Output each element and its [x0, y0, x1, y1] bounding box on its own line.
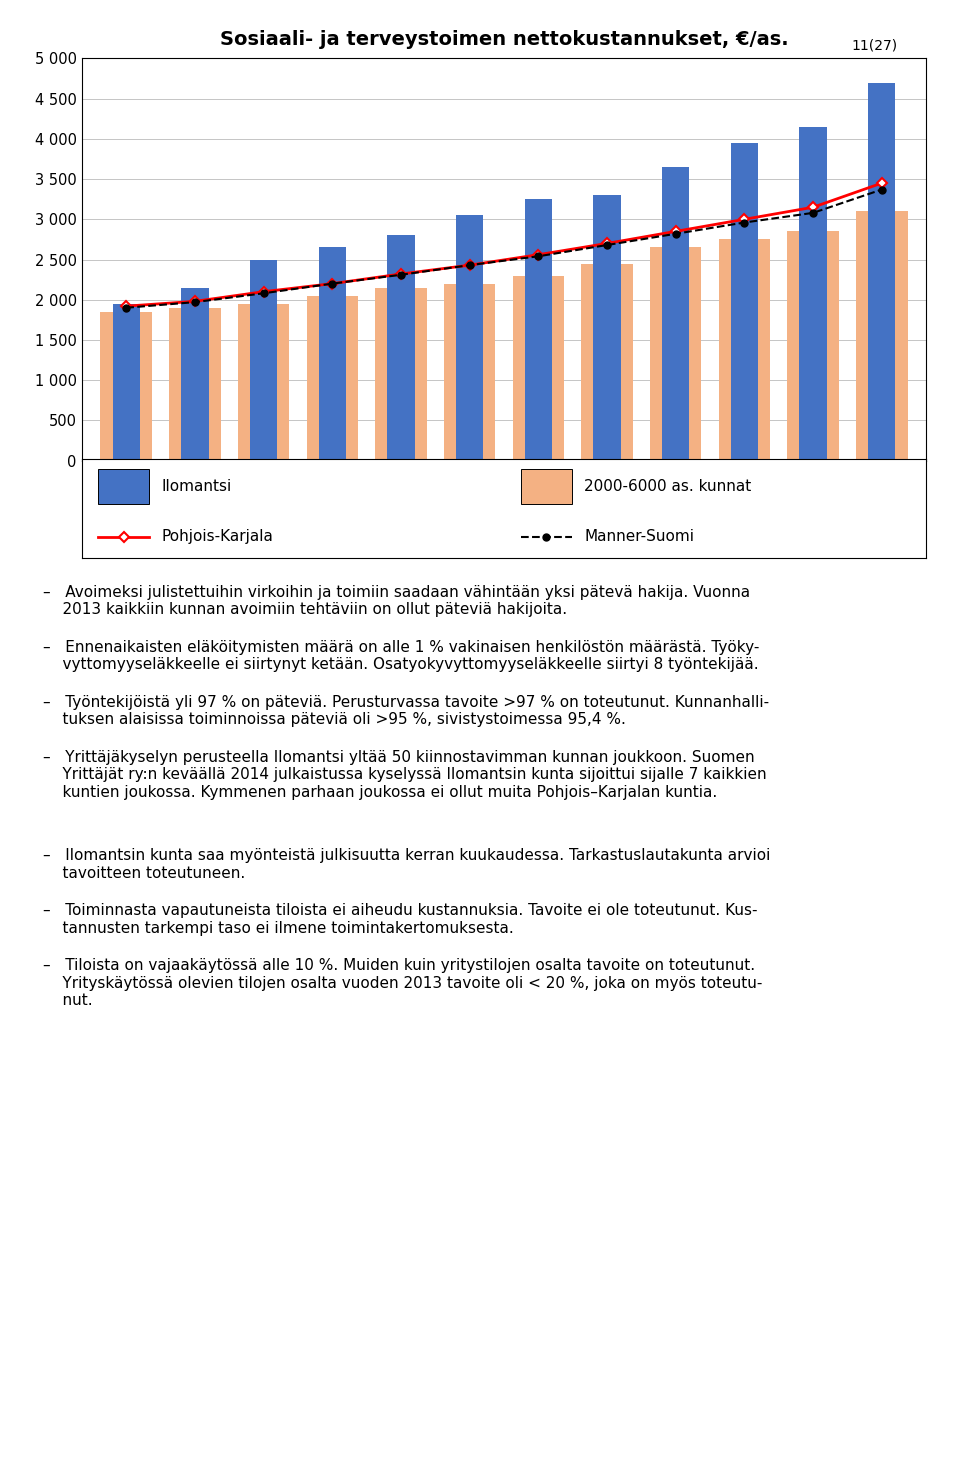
Text: –   Toiminnasta vapautuneista tiloista ei aiheudu kustannuksia. Tavoite ei ole t: – Toiminnasta vapautuneista tiloista ei … [43, 904, 757, 936]
Bar [513, 275, 564, 461]
Bar [375, 288, 427, 461]
Bar [581, 263, 633, 461]
Text: Ilomantsi: Ilomantsi [162, 480, 232, 494]
Bar [868, 82, 896, 461]
Bar [387, 235, 415, 461]
Text: –   Yrittäjäkyselyn perusteella Ilomantsi yltää 50 kiinnostavimman kunnan joukko: – Yrittäjäkyselyn perusteella Ilomantsi … [43, 750, 767, 800]
Bar [521, 469, 571, 504]
Bar [319, 247, 346, 461]
Bar [238, 304, 289, 461]
Bar [731, 143, 758, 461]
Title: Sosiaali- ja terveystoimen nettokustannukset, €/as.: Sosiaali- ja terveystoimen nettokustannu… [220, 29, 788, 48]
Text: –   Ennenaikaisten eläköitymisten määrä on alle 1 % vakinaisen henkilöstön määrä: – Ennenaikaisten eläköitymisten määrä on… [43, 640, 759, 673]
Text: –   Työntekijöistä yli 97 % on päteviä. Perusturvassa tavoite >97 % on toteutunu: – Työntekijöistä yli 97 % on päteviä. Pe… [43, 694, 769, 727]
Bar [112, 304, 140, 461]
Bar [456, 215, 484, 461]
Bar [662, 167, 689, 461]
Bar [101, 311, 152, 461]
Bar [306, 295, 358, 461]
Text: 11(27): 11(27) [852, 38, 898, 53]
Text: –   Ilomantsin kunta saa myönteistä julkisuutta kerran kuukaudessa. Tarkastuslau: – Ilomantsin kunta saa myönteistä julkis… [43, 848, 771, 880]
Bar [181, 288, 208, 461]
Bar [650, 247, 702, 461]
Bar [250, 259, 277, 461]
Bar [719, 240, 770, 461]
Bar [787, 231, 839, 461]
Bar [593, 194, 621, 461]
Text: 2000-6000 as. kunnat: 2000-6000 as. kunnat [585, 480, 752, 494]
Bar [99, 469, 149, 504]
Bar [856, 211, 907, 461]
Text: –   Tiloista on vajaakäytössä alle 10 %. Muiden kuin yritystilojen osalta tavoit: – Tiloista on vajaakäytössä alle 10 %. M… [43, 959, 762, 1009]
Bar [444, 284, 495, 461]
Text: –   Avoimeksi julistettuihin virkoihin ja toimiin saadaan vähintään yksi pätevä : – Avoimeksi julistettuihin virkoihin ja … [43, 585, 751, 617]
Text: Pohjois-Karjala: Pohjois-Karjala [162, 529, 274, 544]
Bar [800, 127, 827, 461]
Text: Manner-Suomi: Manner-Suomi [585, 529, 694, 544]
Bar [169, 308, 221, 461]
Bar [524, 199, 552, 461]
